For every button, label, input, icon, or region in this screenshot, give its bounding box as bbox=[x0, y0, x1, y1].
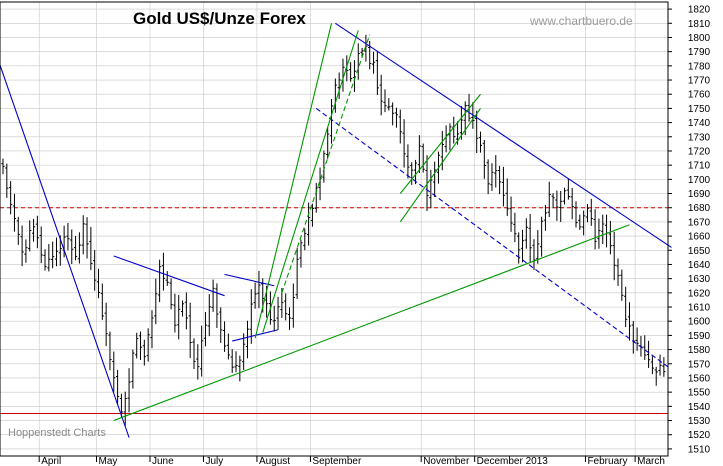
y-tick-label: 1530 bbox=[688, 416, 711, 427]
trendline bbox=[281, 34, 371, 294]
y-tick-label: 1650 bbox=[688, 246, 711, 257]
y-tick-label: 1570 bbox=[688, 359, 711, 370]
price-bars bbox=[1, 34, 666, 427]
trendline bbox=[262, 30, 359, 333]
trendline bbox=[315, 107, 669, 368]
trendline bbox=[399, 108, 481, 223]
x-tick-label: July bbox=[205, 456, 223, 466]
trendline bbox=[232, 329, 279, 342]
y-tick-label: 1580 bbox=[688, 345, 711, 356]
trendlines bbox=[0, 22, 672, 438]
y-tick-label: 1810 bbox=[688, 19, 711, 30]
plot-frame bbox=[0, 1, 669, 457]
x-tick-label: February bbox=[587, 456, 627, 466]
y-tick-label: 1740 bbox=[688, 118, 711, 129]
y-tick-label: 1800 bbox=[688, 33, 711, 44]
source-label: Hoppenstedt Charts bbox=[8, 427, 106, 439]
y-tick-label: 1680 bbox=[688, 203, 711, 214]
y-tick-label: 1720 bbox=[688, 146, 711, 157]
y-tick-label: 1790 bbox=[688, 47, 711, 58]
x-tick-label: April bbox=[41, 456, 61, 466]
y-tick-label: 1510 bbox=[688, 444, 711, 455]
grid bbox=[0, 2, 668, 456]
horizontal-levels bbox=[0, 207, 668, 414]
x-tick-label: May bbox=[99, 456, 118, 466]
y-tick-label: 1700 bbox=[688, 175, 711, 186]
y-tick-label: 1780 bbox=[688, 61, 711, 72]
chart-title: Gold US$/Unze Forex bbox=[133, 9, 306, 28]
y-tick-label: 1600 bbox=[688, 317, 711, 328]
y-tick-label: 1760 bbox=[688, 90, 711, 101]
x-tick-label: August bbox=[259, 456, 290, 466]
y-tick-label: 1670 bbox=[688, 217, 711, 228]
trendline bbox=[254, 23, 333, 339]
trendline bbox=[113, 255, 225, 297]
x-tick-label: December 2013 bbox=[477, 456, 549, 466]
x-tick-label: September bbox=[312, 456, 362, 466]
trendline bbox=[224, 273, 275, 287]
x-tick-label: March bbox=[637, 456, 665, 466]
y-tick-label: 1610 bbox=[688, 303, 711, 314]
trendline bbox=[113, 224, 630, 422]
y-tick-label: 1590 bbox=[688, 331, 711, 342]
y-tick-label: 1750 bbox=[688, 104, 711, 115]
y-tick-label: 1690 bbox=[688, 189, 711, 200]
y-tick-label: 1820 bbox=[688, 5, 711, 16]
y-tick-label: 1550 bbox=[688, 388, 711, 399]
y-tick-label: 1770 bbox=[688, 76, 711, 87]
y-tick-label: 1660 bbox=[688, 232, 711, 243]
trendline bbox=[335, 22, 672, 248]
watermark: www.chartbuero.de bbox=[529, 14, 633, 28]
trendline bbox=[399, 93, 481, 194]
y-tick-label: 1630 bbox=[688, 274, 711, 285]
trendline bbox=[0, 63, 130, 438]
y-tick-label: 1560 bbox=[688, 373, 711, 384]
y-tick-label: 1730 bbox=[688, 132, 711, 143]
y-tick-label: 1620 bbox=[688, 288, 711, 299]
y-tick-label: 1640 bbox=[688, 260, 711, 271]
y-tick-label: 1520 bbox=[688, 430, 711, 441]
x-tick-label: November bbox=[423, 456, 470, 466]
y-tick-label: 1540 bbox=[688, 402, 711, 413]
y-tick-label: 1710 bbox=[688, 161, 711, 172]
x-tick-label: June bbox=[152, 456, 174, 466]
